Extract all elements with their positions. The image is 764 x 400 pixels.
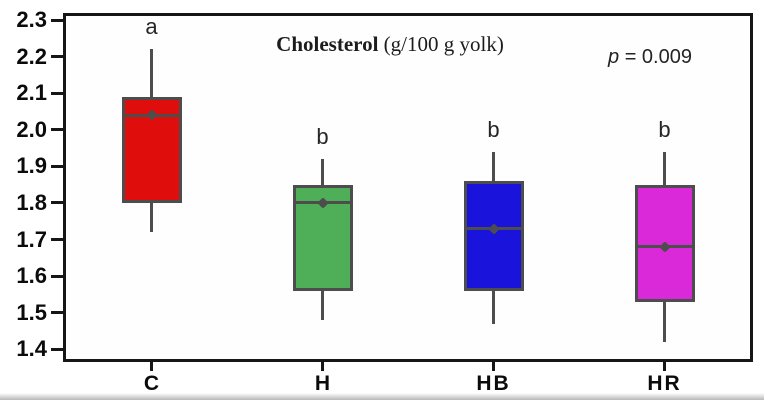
y-axis-tick — [51, 18, 63, 22]
significance-letter-HR: b — [658, 116, 671, 142]
y-axis-tick — [51, 91, 63, 95]
x-axis-tick-HB — [492, 362, 495, 371]
x-axis-label-HB: HB — [476, 372, 511, 395]
y-axis-tick-label: 1.4 — [16, 336, 47, 362]
y-axis-tick-label: 1.7 — [16, 226, 47, 252]
x-axis-label-C: C — [143, 372, 160, 395]
p-value-text: = 0.009 — [624, 46, 692, 68]
y-axis-tick — [51, 164, 63, 168]
x-axis-tick-H — [321, 362, 324, 371]
bottom-edge-shading — [0, 393, 764, 400]
y-axis-tick-label: 1.5 — [16, 299, 47, 325]
significance-letter-C: a — [145, 14, 158, 40]
y-axis-tick — [51, 311, 63, 315]
x-axis-label-H: H — [314, 372, 331, 395]
y-axis-tick — [51, 128, 63, 132]
y-axis-tick-label: 2.2 — [16, 43, 47, 69]
y-axis-tick-label: 2.1 — [16, 80, 47, 106]
p-value-annotation: p = 0.009 — [608, 45, 692, 69]
y-axis-tick-label: 2.0 — [16, 116, 47, 142]
x-axis-label-HR: HR — [647, 372, 682, 395]
x-axis-tick-HR — [663, 362, 666, 371]
chart-title-name: Cholesterol — [276, 32, 379, 56]
y-axis-tick-label: 1.6 — [16, 263, 47, 289]
significance-letter-H: b — [316, 124, 329, 150]
y-axis-tick — [51, 347, 63, 351]
y-axis-tick-label: 1.8 — [16, 189, 47, 215]
chart-title: Cholesterol (g/100 g yolk) — [276, 32, 504, 56]
y-axis-tick — [51, 55, 63, 59]
box-HB — [463, 180, 524, 291]
y-axis-tick — [51, 238, 63, 242]
y-axis-tick-label: 2.3 — [16, 7, 47, 32]
significance-letter-HB: b — [487, 116, 500, 142]
chart-title-units: (g/100 g yolk) — [383, 32, 504, 56]
x-axis-tick-C — [150, 362, 153, 371]
y-axis-tick — [51, 274, 63, 278]
y-axis-tick-label: 1.9 — [16, 153, 47, 179]
y-axis-tick — [51, 201, 63, 205]
p-symbol: p — [608, 46, 620, 68]
